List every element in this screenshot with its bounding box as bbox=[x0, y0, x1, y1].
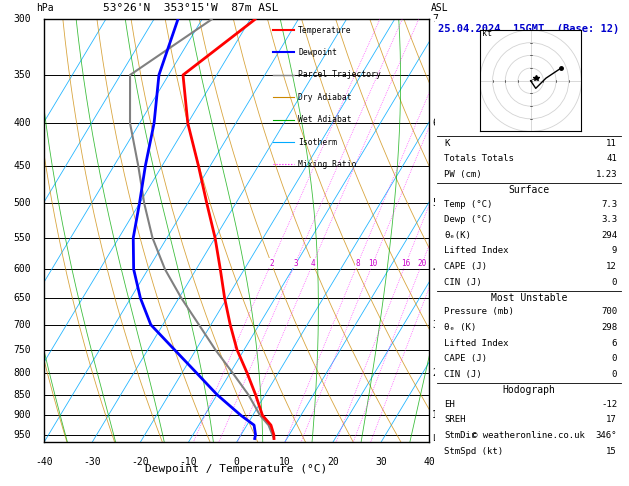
Text: 11: 11 bbox=[606, 139, 617, 148]
Text: 3: 3 bbox=[432, 320, 438, 330]
Text: LCL: LCL bbox=[432, 434, 447, 443]
Text: 10: 10 bbox=[279, 457, 291, 467]
Text: 298: 298 bbox=[601, 323, 617, 332]
Text: 0: 0 bbox=[611, 354, 617, 364]
Text: CIN (J): CIN (J) bbox=[444, 278, 482, 287]
Text: 8: 8 bbox=[355, 259, 360, 268]
Text: 30: 30 bbox=[375, 457, 387, 467]
Text: Temperature: Temperature bbox=[298, 25, 352, 35]
Text: -12: -12 bbox=[601, 400, 617, 409]
Text: 12: 12 bbox=[606, 262, 617, 271]
Text: 800: 800 bbox=[14, 368, 31, 378]
Text: Pressure (mb): Pressure (mb) bbox=[444, 308, 514, 316]
Text: 0: 0 bbox=[611, 278, 617, 287]
Text: Dewpoint / Temperature (°C): Dewpoint / Temperature (°C) bbox=[145, 464, 328, 474]
Text: 16: 16 bbox=[401, 259, 411, 268]
Text: PW (cm): PW (cm) bbox=[444, 170, 482, 179]
Text: 600: 600 bbox=[14, 264, 31, 274]
Text: θₑ(K): θₑ(K) bbox=[444, 231, 471, 240]
Text: -10: -10 bbox=[180, 457, 198, 467]
Text: 6: 6 bbox=[432, 118, 438, 128]
Text: 450: 450 bbox=[14, 160, 31, 171]
Text: θₑ (K): θₑ (K) bbox=[444, 323, 477, 332]
Text: 15: 15 bbox=[606, 447, 617, 456]
Text: Mixing Ratio (g/kg): Mixing Ratio (g/kg) bbox=[446, 180, 455, 282]
Text: 2: 2 bbox=[269, 259, 274, 268]
Text: 4: 4 bbox=[432, 264, 438, 274]
Text: 750: 750 bbox=[14, 345, 31, 355]
Text: Parcel Trajectory: Parcel Trajectory bbox=[298, 70, 381, 79]
Text: 300: 300 bbox=[14, 15, 31, 24]
Text: 3: 3 bbox=[293, 259, 298, 268]
Text: 3.3: 3.3 bbox=[601, 215, 617, 224]
Text: 17: 17 bbox=[606, 416, 617, 424]
Text: StmDir: StmDir bbox=[444, 431, 477, 440]
Text: Wet Adiabat: Wet Adiabat bbox=[298, 115, 352, 124]
Text: K: K bbox=[444, 139, 450, 148]
Text: 2: 2 bbox=[432, 368, 438, 378]
Text: CAPE (J): CAPE (J) bbox=[444, 354, 487, 364]
Text: 0: 0 bbox=[611, 370, 617, 379]
Text: 650: 650 bbox=[14, 293, 31, 303]
Text: Most Unstable: Most Unstable bbox=[491, 293, 567, 303]
Text: -30: -30 bbox=[84, 457, 101, 467]
Text: 0: 0 bbox=[233, 457, 240, 467]
Text: 20: 20 bbox=[418, 259, 427, 268]
Text: © weatheronline.co.uk: © weatheronline.co.uk bbox=[472, 431, 585, 440]
Text: 7: 7 bbox=[432, 15, 438, 24]
Text: 40: 40 bbox=[423, 457, 435, 467]
Text: Isotherm: Isotherm bbox=[298, 138, 337, 147]
Text: 6: 6 bbox=[611, 339, 617, 348]
Text: 294: 294 bbox=[601, 231, 617, 240]
Text: 850: 850 bbox=[14, 390, 31, 399]
Text: CAPE (J): CAPE (J) bbox=[444, 262, 487, 271]
Text: StmSpd (kt): StmSpd (kt) bbox=[444, 447, 503, 456]
Text: 700: 700 bbox=[14, 320, 31, 330]
Text: Totals Totals: Totals Totals bbox=[444, 154, 514, 163]
Text: 53°26'N  353°15'W  87m ASL: 53°26'N 353°15'W 87m ASL bbox=[103, 3, 278, 13]
Text: EH: EH bbox=[444, 400, 455, 409]
Text: 20: 20 bbox=[327, 457, 339, 467]
Text: kt: kt bbox=[482, 29, 493, 38]
Text: Dry Adiabat: Dry Adiabat bbox=[298, 93, 352, 102]
Text: 25.04.2024  15GMT  (Base: 12): 25.04.2024 15GMT (Base: 12) bbox=[438, 24, 620, 34]
Text: Temp (°C): Temp (°C) bbox=[444, 200, 493, 208]
Text: 25: 25 bbox=[434, 259, 443, 268]
Text: 950: 950 bbox=[14, 430, 31, 440]
Text: km
ASL: km ASL bbox=[431, 0, 448, 13]
Text: 1: 1 bbox=[432, 410, 438, 420]
Text: 346°: 346° bbox=[596, 431, 617, 440]
Text: 1.23: 1.23 bbox=[596, 170, 617, 179]
Text: Lifted Index: Lifted Index bbox=[444, 339, 509, 348]
Text: 550: 550 bbox=[14, 233, 31, 243]
Text: 700: 700 bbox=[601, 308, 617, 316]
Text: Mixing Ratio: Mixing Ratio bbox=[298, 160, 357, 169]
Text: 41: 41 bbox=[606, 154, 617, 163]
Text: 500: 500 bbox=[14, 198, 31, 208]
Text: CIN (J): CIN (J) bbox=[444, 370, 482, 379]
Text: Dewp (°C): Dewp (°C) bbox=[444, 215, 493, 224]
Text: 400: 400 bbox=[14, 118, 31, 128]
Text: Lifted Index: Lifted Index bbox=[444, 246, 509, 256]
Text: hPa: hPa bbox=[36, 3, 54, 13]
Text: SREH: SREH bbox=[444, 416, 465, 424]
Text: Dewpoint: Dewpoint bbox=[298, 48, 337, 57]
Text: 9: 9 bbox=[611, 246, 617, 256]
Text: 5: 5 bbox=[432, 198, 438, 208]
Text: Surface: Surface bbox=[508, 185, 549, 195]
Text: 350: 350 bbox=[14, 70, 31, 80]
Text: 4: 4 bbox=[311, 259, 315, 268]
Text: 900: 900 bbox=[14, 410, 31, 420]
Text: Hodograph: Hodograph bbox=[503, 385, 555, 395]
Text: 10: 10 bbox=[369, 259, 377, 268]
Text: -20: -20 bbox=[131, 457, 149, 467]
Text: -40: -40 bbox=[35, 457, 53, 467]
Text: 7.3: 7.3 bbox=[601, 200, 617, 208]
